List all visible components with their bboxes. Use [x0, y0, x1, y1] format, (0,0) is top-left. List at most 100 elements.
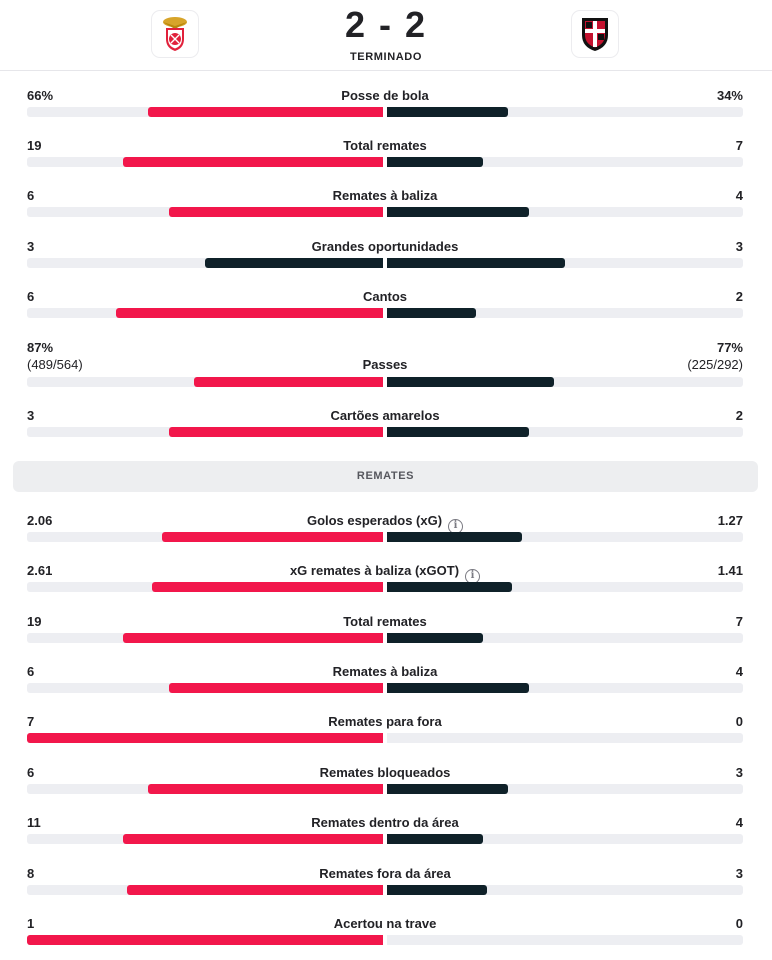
- away-stat-bar: [387, 377, 554, 387]
- home-stat-bar: [169, 683, 383, 693]
- away-stat-value: 3: [735, 239, 743, 254]
- stat-row: 1 0 Acertou na trave: [27, 916, 743, 948]
- stat-row: 19 7 Total remates: [27, 614, 743, 646]
- home-stat-bar: [27, 733, 383, 743]
- home-stat-value: 19: [27, 138, 42, 153]
- section-header-shots: REMATES: [13, 461, 758, 492]
- away-stat-track: [387, 157, 743, 167]
- away-stat-value: 7: [735, 138, 743, 153]
- away-stat-track: [387, 258, 743, 268]
- home-stat-bar: [205, 258, 383, 268]
- stat-row: 2.06 1.27 Golos esperados (xG) i: [27, 513, 743, 545]
- stat-label: Remates dentro da área: [27, 815, 743, 831]
- benfica-crest-icon: [163, 17, 187, 51]
- stat-label-text: Remates à baliza: [332, 188, 438, 203]
- away-stat-value: 77%: [716, 340, 743, 355]
- stat-label-text: Remates dentro da área: [311, 815, 459, 830]
- home-stat-value: 66%: [27, 88, 54, 103]
- stat-label: Golos esperados (xG) i: [27, 513, 743, 534]
- stat-label: Grandes oportunidades: [27, 239, 743, 255]
- home-stat-detail: (489/564): [27, 357, 83, 372]
- away-stat-value: 4: [735, 188, 743, 203]
- home-stat-bar: [152, 582, 383, 592]
- stat-label-text: Passes: [362, 357, 408, 372]
- away-stat-bar: [387, 582, 512, 592]
- stat-label-text: Grandes oportunidades: [311, 239, 459, 254]
- home-stat-value: 6: [27, 765, 35, 780]
- casa-pia-crest-icon: [582, 18, 608, 51]
- away-stat-bar: [387, 633, 483, 643]
- away-stat-track: [387, 633, 743, 643]
- away-stat-bar: [387, 532, 522, 542]
- stat-label-text: xG remates à baliza (xGOT): [289, 563, 460, 578]
- away-stat-bar: [387, 207, 529, 217]
- stat-row: 2.61 1.41 xG remates à baliza (xGOT) i: [27, 563, 743, 595]
- stat-label-text: Remates bloqueados: [319, 765, 451, 780]
- stat-label: Acertou na trave: [27, 916, 743, 932]
- home-stat-value: 7: [27, 714, 35, 729]
- away-stat-value: 7: [735, 614, 743, 629]
- home-stat-bar: [169, 427, 383, 437]
- home-stat-value: 6: [27, 289, 35, 304]
- home-stat-value: 3: [27, 239, 35, 254]
- stat-label: xG remates à baliza (xGOT) i: [27, 563, 743, 584]
- away-stat-track: [387, 377, 743, 387]
- home-stat-value: 2.61: [27, 563, 53, 578]
- away-team-crest[interactable]: [572, 11, 618, 57]
- stat-label-text: Cartões amarelos: [330, 408, 440, 423]
- away-stat-value: 3: [735, 765, 743, 780]
- stat-row: 66% 34% Posse de bola: [27, 88, 743, 120]
- home-stat-bar: [148, 784, 383, 794]
- home-stat-bar: [148, 107, 383, 117]
- away-stat-value: 4: [735, 664, 743, 679]
- stat-row: 7 0 Remates para fora: [27, 714, 743, 746]
- stat-label: Passes: [27, 357, 743, 373]
- away-stat-track: [387, 784, 743, 794]
- stat-row: 6 4 Remates à baliza: [27, 188, 743, 220]
- stat-label-text: Remates à baliza: [332, 664, 438, 679]
- header-divider: [0, 70, 772, 71]
- away-stat-track: [387, 308, 743, 318]
- away-stat-track: [387, 582, 743, 592]
- home-stat-value: 87%: [27, 340, 54, 355]
- home-stat-value: 2.06: [27, 513, 53, 528]
- home-stat-value: 3: [27, 408, 35, 423]
- home-stat-value: 11: [27, 815, 41, 830]
- away-stat-detail: (225/292): [687, 357, 743, 372]
- match-header: 2 - 2 TERMINADO: [0, 0, 772, 70]
- away-stat-track: [387, 683, 743, 693]
- away-stat-track: [387, 733, 743, 743]
- stat-row: 6 4 Remates à baliza: [27, 664, 743, 696]
- stat-label: Total remates: [27, 138, 743, 154]
- stat-label: Posse de bola: [27, 88, 743, 104]
- stat-row: 6 3 Remates bloqueados: [27, 765, 743, 797]
- stat-label-text: Posse de bola: [341, 88, 429, 103]
- stat-label: Remates para fora: [27, 714, 743, 730]
- stat-label-text: Total remates: [343, 614, 427, 629]
- home-stat-bar: [116, 308, 383, 318]
- stat-row: 6 2 Cantos: [27, 289, 743, 321]
- home-stat-bar: [123, 633, 383, 643]
- stat-row: 19 7 Total remates: [27, 138, 743, 170]
- stat-label: Cantos: [27, 289, 743, 305]
- stat-label-text: Remates fora da área: [319, 866, 451, 881]
- home-stat-bar: [123, 834, 383, 844]
- stat-label-text: Golos esperados (xG): [306, 513, 443, 528]
- away-stat-track: [387, 532, 743, 542]
- match-score: 2 - 2: [344, 4, 428, 45]
- away-stat-value: 4: [735, 815, 743, 830]
- home-stat-bar: [169, 207, 383, 217]
- home-stat-value: 6: [27, 664, 35, 679]
- home-stat-bar: [127, 885, 383, 895]
- stat-label: Cartões amarelos: [27, 408, 743, 424]
- away-stat-track: [387, 935, 743, 945]
- home-stat-value: 6: [27, 188, 35, 203]
- stat-row: 8 3 Remates fora da área: [27, 866, 743, 898]
- stat-row: 87% 77% (489/564) (225/292) Passes: [27, 340, 743, 390]
- away-stat-bar: [387, 834, 483, 844]
- away-stat-bar: [387, 784, 508, 794]
- home-team-crest[interactable]: [152, 11, 198, 57]
- away-stat-bar: [387, 107, 508, 117]
- match-status: TERMINADO: [349, 51, 422, 63]
- stat-label-text: Cantos: [362, 289, 408, 304]
